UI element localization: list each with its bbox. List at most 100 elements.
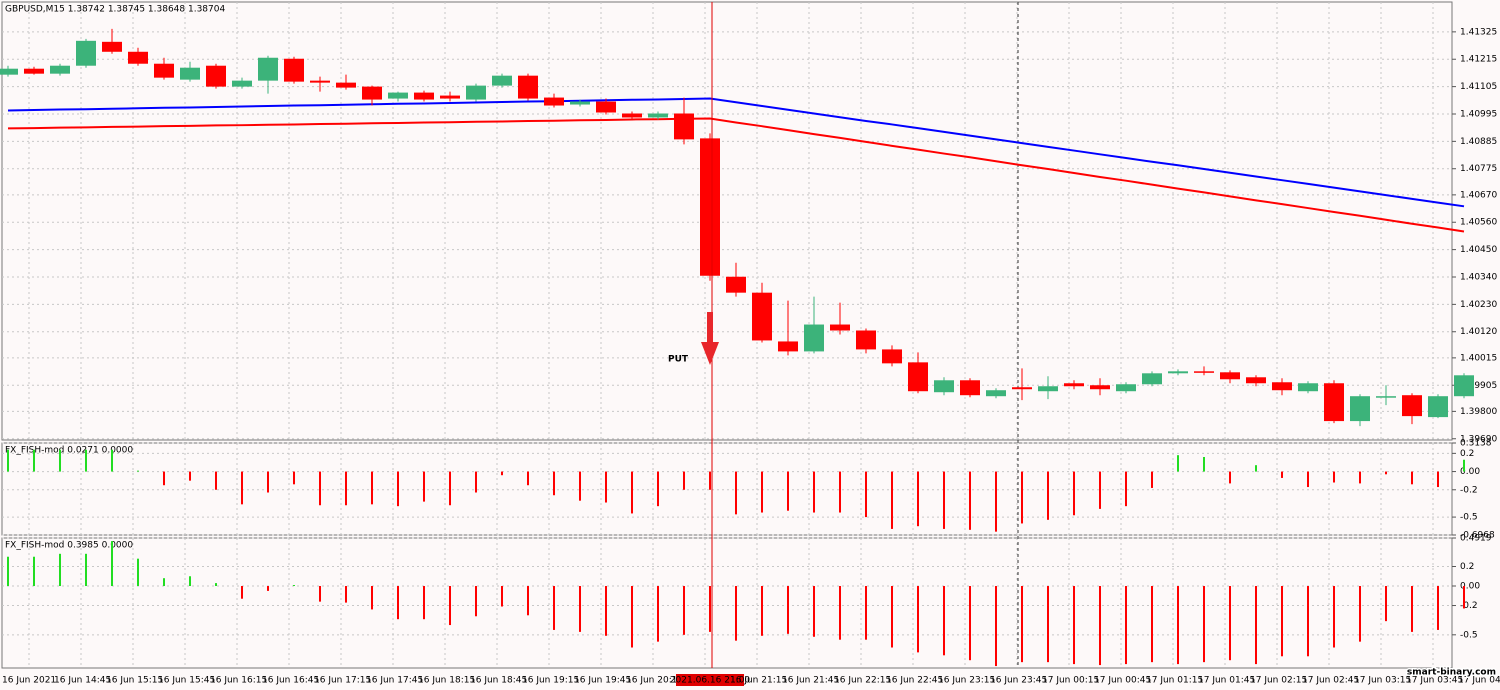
- candle-body: [1324, 383, 1344, 422]
- candle-body: [1038, 386, 1058, 392]
- candle-body: [1168, 371, 1188, 374]
- y-tick-label: -0.6968: [1460, 531, 1495, 541]
- x-tick-label: 17 Jun 03:45: [1406, 676, 1463, 686]
- y-tick-label: 1.40230: [1460, 300, 1497, 310]
- y-tick-label: -0.2: [1460, 485, 1478, 495]
- y-tick-label: 1.40885: [1460, 137, 1497, 147]
- histogram-bar: [59, 449, 61, 472]
- histogram-bar: [7, 449, 9, 472]
- x-tick-label-highlight: 2021.06.16 21:00: [670, 676, 751, 686]
- histogram-bar: [865, 586, 867, 640]
- histogram-bar: [1333, 471, 1335, 483]
- histogram-bar: [735, 471, 737, 515]
- histogram-bar: [111, 449, 113, 472]
- histogram-bar: [1307, 586, 1309, 657]
- candle-body: [1350, 396, 1370, 422]
- y-tick-label: 1.41105: [1460, 82, 1497, 92]
- histogram-bar: [215, 471, 217, 490]
- histogram-bar: [371, 471, 373, 505]
- histogram-bar: [59, 553, 61, 587]
- y-tick-label: 0.2: [1460, 449, 1474, 459]
- x-tick-label: 17 Jun 01:45: [1198, 676, 1255, 686]
- candle-body: [700, 138, 720, 276]
- histogram-bar: [735, 586, 737, 641]
- candle-body: [1012, 387, 1032, 390]
- histogram-bar: [813, 471, 815, 513]
- histogram-bar: [449, 586, 451, 626]
- x-tick-label: 16 Jun 16:15: [210, 676, 267, 686]
- histogram-bar: [1385, 471, 1387, 475]
- histogram-bar: [1385, 586, 1387, 622]
- x-tick-label: 16 Jun 2021: [2, 676, 56, 686]
- candle-body: [154, 63, 174, 78]
- histogram-bar: [839, 471, 841, 513]
- x-tick-label: 17 Jun 01:15: [1146, 676, 1203, 686]
- candle-body: [50, 65, 70, 74]
- histogram-bar: [1255, 586, 1257, 665]
- histogram-bar: [501, 471, 503, 476]
- candle-body: [492, 75, 512, 86]
- histogram-bar: [969, 586, 971, 661]
- candle-body: [934, 380, 954, 393]
- histogram-bar: [1021, 586, 1023, 663]
- histogram-bar: [241, 586, 243, 599]
- histogram-bar: [1359, 471, 1361, 484]
- x-tick-label: 16 Jun 19:45: [574, 676, 631, 686]
- histogram-bar: [475, 586, 477, 617]
- histogram-bar: [137, 470, 139, 472]
- y-tick-label: 1.41325: [1460, 27, 1497, 37]
- histogram-bar: [1125, 471, 1127, 507]
- histogram-bar: [397, 586, 399, 620]
- histogram-bar: [527, 586, 529, 616]
- x-tick-label: 17 Jun 00:15: [1042, 676, 1099, 686]
- watermark: smart-binary.com: [1407, 668, 1496, 678]
- histogram-bar: [345, 586, 347, 603]
- y-tick-label: 1.39905: [1460, 381, 1497, 391]
- candle-body: [1428, 396, 1448, 418]
- histogram-bar: [865, 471, 867, 518]
- candle-body: [310, 80, 330, 83]
- candle-body: [1064, 383, 1084, 387]
- candle-body: [1116, 384, 1136, 392]
- x-tick-label: 16 Jun 23:45: [990, 676, 1047, 686]
- histogram-bar: [787, 471, 789, 511]
- histogram-bar: [683, 471, 685, 490]
- y-tick-label: -0.5: [1460, 513, 1478, 523]
- y-tick-label: 1.39690: [1460, 434, 1497, 444]
- x-tick-label: 16 Jun 16:45: [262, 676, 319, 686]
- histogram-bar: [761, 471, 763, 513]
- y-tick-label: 1.40560: [1460, 218, 1497, 228]
- candle-body: [206, 65, 226, 87]
- histogram-bar: [1125, 586, 1127, 665]
- histogram-bar: [1281, 586, 1283, 657]
- histogram-bar: [397, 471, 399, 507]
- x-tick-label: 16 Jun 14:45: [54, 676, 111, 686]
- candle-body: [778, 341, 798, 352]
- candle-body: [908, 362, 928, 392]
- y-tick-label: 1.40775: [1460, 164, 1497, 174]
- candle-body: [1376, 396, 1396, 398]
- histogram-bar: [371, 586, 373, 610]
- histogram-bar: [1203, 457, 1205, 472]
- histogram-bar: [1229, 471, 1231, 484]
- histogram-bar: [1151, 586, 1153, 663]
- histogram-bar: [33, 449, 35, 472]
- histogram-bar: [1437, 471, 1439, 488]
- histogram-bar: [527, 471, 529, 486]
- candle-body: [622, 113, 642, 118]
- candle-body: [882, 349, 902, 364]
- x-tick-label: 16 Jun 23:15: [938, 676, 995, 686]
- pane-title: GBPUSD,M15 1.38742 1.38745 1.38648 1.387…: [5, 5, 225, 15]
- y-tick-label: -0.2: [1460, 601, 1478, 611]
- histogram-bar: [917, 471, 919, 527]
- histogram-bar: [1229, 586, 1231, 661]
- histogram-bar: [1047, 471, 1049, 520]
- histogram-bar: [163, 471, 165, 486]
- histogram-bar: [1359, 586, 1361, 642]
- candle-body: [24, 68, 44, 74]
- candle-body: [362, 86, 382, 100]
- pane-frame: [1, 537, 1453, 669]
- candle-body: [986, 390, 1006, 397]
- histogram-bar: [839, 586, 841, 640]
